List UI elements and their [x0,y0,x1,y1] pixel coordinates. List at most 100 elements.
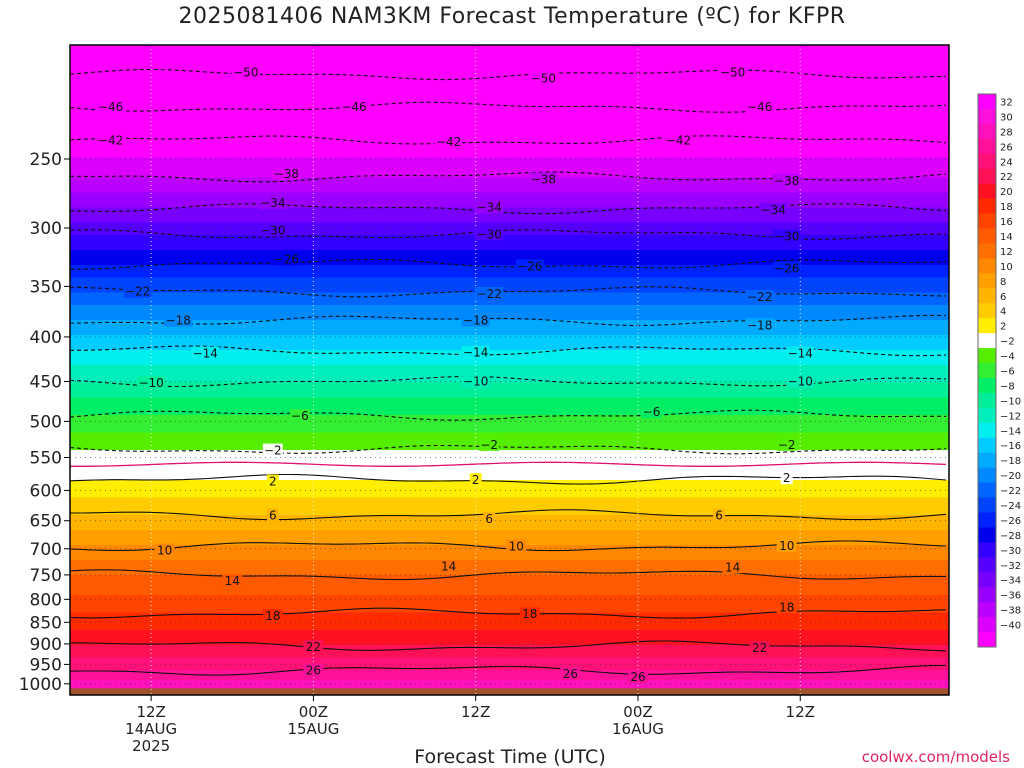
temperature-band [70,360,949,364]
contour-label-bg [272,166,301,180]
contour-label-bg [786,374,815,388]
temperature-band [70,620,949,624]
temperature-band [70,365,949,369]
temperature-band [70,170,949,174]
temperature-band [70,220,949,224]
temperature-band [70,427,949,431]
x-tick-label: 12Z [786,703,815,721]
temperature-band [70,410,949,414]
temperature-band [70,250,949,254]
temperature-band [70,587,949,591]
contour-label: −14 [463,346,488,360]
colorbar-swatch [978,153,996,170]
temperature-band [70,472,949,476]
contour-label: −42 [436,135,461,149]
temperature-band [70,257,949,261]
temperature-band [70,425,949,429]
colorbar-swatch [978,123,996,140]
temperature-band [70,152,949,156]
temperature-band [70,417,949,421]
temperature-band [70,375,949,379]
temperature-band [70,155,949,159]
temperature-band [70,557,949,561]
colorbar-swatch [978,138,996,155]
contour-label-bg [479,437,500,451]
contour-label: −10 [463,375,488,389]
temperature-band [70,182,949,186]
temperature-band [70,530,949,534]
contour-label-bg [475,200,504,214]
colorbar-label: −20 [1000,471,1021,482]
contour-label: 6 [485,512,493,526]
temperature-band [70,57,949,61]
x-tick-label: 00Z [299,703,328,721]
colorbar-swatch [978,213,996,230]
contour-label: −26 [274,252,299,266]
temperature-band [70,617,949,621]
temperature-band [70,515,949,519]
colorbar-label: −30 [1000,546,1021,557]
temperature-band [70,535,949,539]
temperature-band [70,412,949,416]
temperature-band [70,660,949,664]
colorbar-label: 18 [1000,202,1013,213]
contour-label-bg [483,511,496,525]
temperature-band [70,437,949,441]
temperature-band [70,332,949,336]
colorbar-label: −8 [1000,381,1015,392]
temperature-band [70,195,949,199]
temperature-band [70,260,949,264]
temperature-band [70,272,949,276]
temperature-band [70,657,949,661]
temperature-band [70,72,949,76]
contour-line [70,314,947,326]
temperature-band [70,197,949,201]
temperature-band [70,465,949,469]
colorbar-label: −18 [1000,456,1021,467]
contour-label: −22 [747,290,772,304]
contour-line [70,640,947,652]
contour-label: −22 [477,287,502,301]
contour-label: −38 [774,174,799,188]
temperature-band [70,120,949,124]
temperature-band [70,460,949,464]
colorbar-label: 6 [1000,292,1006,303]
temperature-band [70,392,949,396]
contour-label: −34 [260,196,285,210]
temperature-band [70,602,949,606]
contour-label: 14 [225,574,240,588]
y-tick-label: 650 [30,512,62,532]
contour-label: 6 [269,508,277,522]
contour-label-bg [123,284,152,298]
contour-label-bg [664,133,693,147]
temperature-band [70,145,949,149]
colorbar-swatch [978,617,996,633]
temperature-band [70,275,949,279]
temperature-band [70,517,949,521]
colorbar-label: 20 [1000,187,1013,198]
temperature-band [70,575,949,579]
contour-label: −50 [233,66,258,80]
temperature-band [70,147,949,151]
contour-label-bg [339,100,368,114]
contour-label-bg [266,474,279,488]
temperature-band [70,172,949,176]
contour-label-bg [772,261,801,275]
contour-label: 10 [779,539,794,553]
colorbar-swatch [978,527,996,543]
temperature-band [70,135,949,139]
colorbar-label: −38 [1000,606,1021,617]
colorbar-swatch [978,168,996,185]
contour-label-layer: −50 −50 −50 −46 −46 −46 −42 −42 −42 −38 −38 −38 −34 −… [96,65,815,684]
contour-label-bg [461,313,490,327]
temperature-band [70,282,949,286]
temperature-band [70,85,949,89]
contour-label: −50 [720,66,745,80]
colorbar-swatch [978,437,996,454]
colorbar-swatch [978,348,996,364]
temperature-band [70,447,949,451]
temperature-band [70,490,949,494]
temperature-band [70,590,949,594]
temperature-band [70,245,949,249]
contour-label-bg [266,508,279,522]
